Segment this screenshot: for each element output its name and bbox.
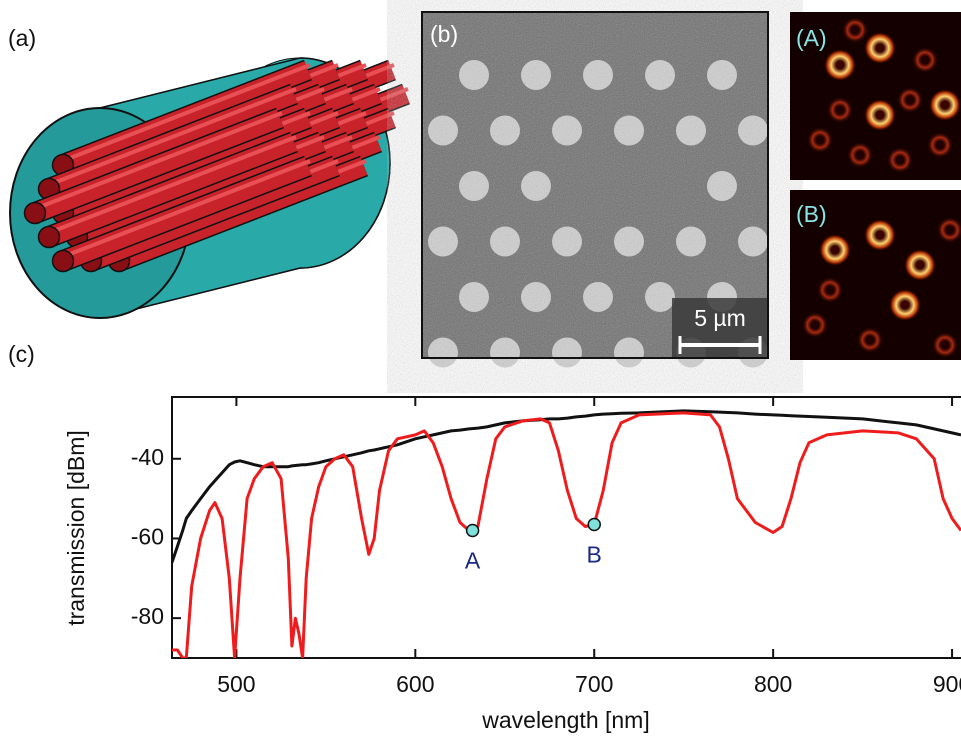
panel-label: (B): [796, 201, 827, 227]
rod-highlight: [64, 159, 311, 258]
y-axis-label: transmission [dBm]: [63, 430, 89, 626]
mode-ring: [827, 97, 853, 123]
fiber-illustration: [9, 57, 410, 319]
x-tick-label: 900: [933, 671, 961, 697]
mode-image-a: (A): [790, 12, 961, 180]
rod: [59, 61, 312, 174]
mode-ring: [802, 312, 828, 338]
mode-ring: [864, 99, 896, 131]
rod-highlight: [50, 87, 297, 186]
mode-ring: [864, 219, 896, 251]
panel-label: (b): [430, 21, 458, 47]
plot-area: [172, 409, 961, 658]
y-tick-label: -80: [131, 603, 164, 629]
y-tick-label: -40: [131, 444, 164, 470]
rod: [45, 85, 298, 198]
series-line: [172, 409, 961, 563]
series-line: [172, 411, 961, 658]
chart: wavelength [nm] transmission [dBm] 500 60…: [63, 396, 961, 733]
mode-ring: [887, 147, 913, 173]
y-tick-label: -60: [131, 524, 164, 550]
panel-label: (c): [8, 341, 35, 367]
mode-ring: [904, 249, 936, 281]
mode-ring: [912, 47, 938, 73]
mode-ring: [937, 217, 961, 243]
x-tick-label: 700: [575, 671, 613, 697]
mode-ring: [824, 49, 856, 81]
mode-ring: [857, 327, 883, 353]
mode-ring: [847, 142, 873, 168]
plot-frame: [171, 396, 961, 659]
point-marker: [465, 523, 480, 538]
panel-label: (A): [796, 25, 827, 51]
mode-ring: [864, 32, 896, 64]
point-label: A: [465, 548, 481, 574]
point-marker: [587, 517, 601, 532]
mode-ring: [929, 89, 961, 121]
mode-image-b: (B): [790, 190, 961, 360]
rod-highlight: [64, 63, 311, 162]
rod: [31, 109, 284, 222]
rod-end: [37, 225, 61, 249]
mode-ring: [842, 17, 868, 43]
rod-end: [51, 249, 75, 273]
x-tick-label: 500: [217, 671, 255, 697]
mode-ring: [819, 234, 851, 266]
rod: [59, 157, 312, 270]
rod-end: [23, 201, 47, 225]
scale-bar-label: 5 µm: [694, 305, 746, 331]
x-tick-label: 600: [396, 671, 434, 697]
x-tick-label: 800: [754, 671, 792, 697]
mode-ring: [889, 289, 921, 321]
mode-ring: [927, 132, 953, 158]
rod: [45, 133, 298, 246]
rod-highlight: [36, 111, 283, 210]
mode-ring: [807, 127, 833, 153]
mode-ring: [897, 87, 923, 113]
x-axis-label: wavelength [nm]: [481, 707, 649, 733]
rod-highlight: [50, 135, 297, 234]
mode-ring: [817, 277, 843, 303]
mode-ring: [932, 332, 958, 358]
point-label: B: [587, 542, 602, 568]
panel-label: (a): [8, 25, 36, 51]
sem-image: 5 µm (b): [421, 11, 769, 368]
